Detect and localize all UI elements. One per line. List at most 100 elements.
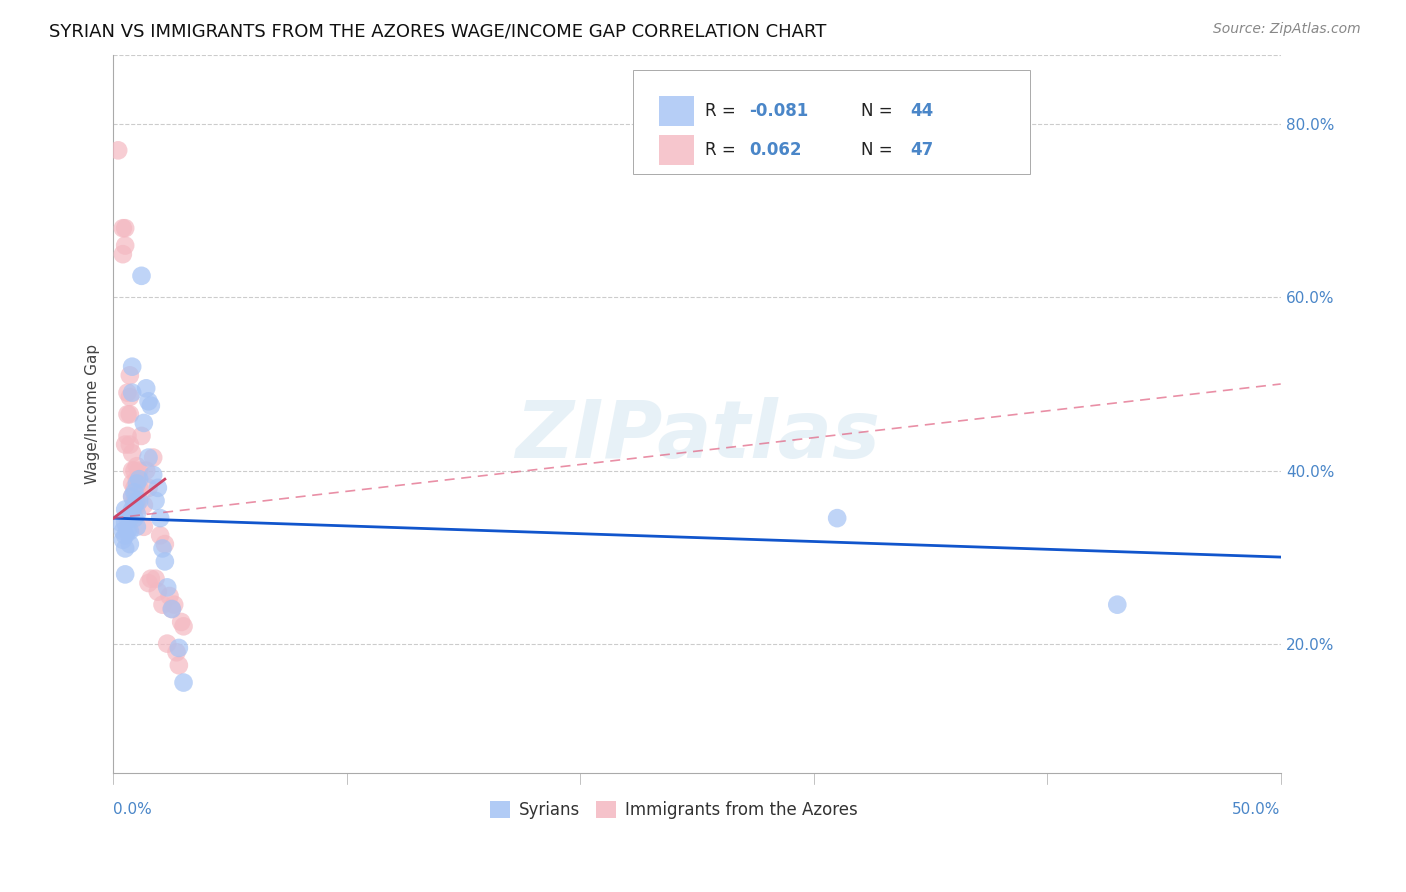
Point	[170, 615, 193, 629]
Point	[114, 528, 136, 542]
Point	[121, 464, 143, 478]
Point	[153, 554, 176, 568]
Point	[114, 516, 136, 530]
Point	[121, 476, 143, 491]
Point	[160, 602, 183, 616]
Point	[125, 520, 148, 534]
Point	[825, 511, 848, 525]
Point	[125, 507, 148, 521]
Text: N =: N =	[860, 141, 897, 160]
Point	[114, 221, 136, 235]
Text: Source: ZipAtlas.com: Source: ZipAtlas.com	[1213, 22, 1361, 37]
Text: -0.081: -0.081	[749, 102, 808, 120]
Point	[124, 485, 146, 500]
Y-axis label: Wage/Income Gap: Wage/Income Gap	[86, 344, 100, 484]
Point	[132, 416, 155, 430]
Point	[139, 572, 162, 586]
Point	[118, 368, 141, 383]
Text: N =: N =	[860, 102, 897, 120]
Point	[107, 144, 129, 158]
Point	[121, 490, 143, 504]
Point	[173, 619, 195, 633]
FancyBboxPatch shape	[658, 136, 693, 165]
Text: 0.062: 0.062	[749, 141, 803, 160]
Point	[121, 446, 143, 460]
Text: R =: R =	[706, 102, 741, 120]
Point	[111, 524, 134, 538]
Point	[163, 598, 186, 612]
Point	[125, 472, 148, 486]
Point	[117, 524, 139, 538]
Text: SYRIAN VS IMMIGRANTS FROM THE AZORES WAGE/INCOME GAP CORRELATION CHART: SYRIAN VS IMMIGRANTS FROM THE AZORES WAG…	[49, 22, 827, 40]
Point	[117, 429, 139, 443]
Legend: Syrians, Immigrants from the Azores: Syrians, Immigrants from the Azores	[484, 795, 865, 826]
Point	[128, 472, 150, 486]
Point	[114, 502, 136, 516]
Point	[167, 640, 190, 655]
Point	[132, 520, 155, 534]
Text: R =: R =	[706, 141, 747, 160]
Point	[153, 537, 176, 551]
Point	[117, 407, 139, 421]
Point	[118, 390, 141, 404]
Point	[110, 516, 132, 530]
Point	[128, 481, 150, 495]
Point	[125, 459, 148, 474]
Point	[145, 572, 167, 586]
Point	[111, 247, 134, 261]
Point	[156, 637, 179, 651]
Point	[121, 502, 143, 516]
Point	[125, 493, 148, 508]
FancyBboxPatch shape	[658, 95, 693, 126]
Point	[118, 407, 141, 421]
Point	[135, 381, 157, 395]
Point	[131, 268, 153, 283]
Point	[131, 429, 153, 443]
Point	[173, 675, 195, 690]
Point	[111, 533, 134, 547]
Point	[166, 645, 188, 659]
Point	[125, 498, 148, 512]
Point	[149, 511, 172, 525]
FancyBboxPatch shape	[633, 70, 1029, 174]
Point	[138, 576, 160, 591]
Point	[118, 524, 141, 538]
Point	[121, 385, 143, 400]
Point	[114, 437, 136, 451]
Point	[114, 238, 136, 252]
Point	[128, 464, 150, 478]
Point	[132, 498, 155, 512]
Point	[160, 602, 183, 616]
Text: 47: 47	[911, 141, 934, 160]
Point	[124, 511, 146, 525]
Point	[118, 537, 141, 551]
Point	[128, 493, 150, 508]
Point	[125, 476, 148, 491]
Text: 0.0%: 0.0%	[114, 802, 152, 817]
Point	[145, 493, 167, 508]
Point	[138, 481, 160, 495]
Point	[125, 485, 148, 500]
Point	[118, 511, 141, 525]
Point	[117, 511, 139, 525]
Point	[135, 464, 157, 478]
Point	[142, 450, 165, 465]
Point	[142, 467, 165, 482]
Point	[114, 567, 136, 582]
Point	[152, 541, 174, 556]
Point	[124, 498, 146, 512]
Point	[159, 589, 181, 603]
Point	[124, 493, 146, 508]
Point	[167, 658, 190, 673]
Point	[111, 221, 134, 235]
Point	[124, 464, 146, 478]
Point	[139, 399, 162, 413]
Text: ZIPatlas: ZIPatlas	[515, 397, 880, 475]
Point	[146, 481, 169, 495]
Text: 44: 44	[911, 102, 934, 120]
Point	[124, 481, 146, 495]
Point	[114, 541, 136, 556]
Point	[121, 359, 143, 374]
Point	[152, 598, 174, 612]
Point	[156, 580, 179, 594]
